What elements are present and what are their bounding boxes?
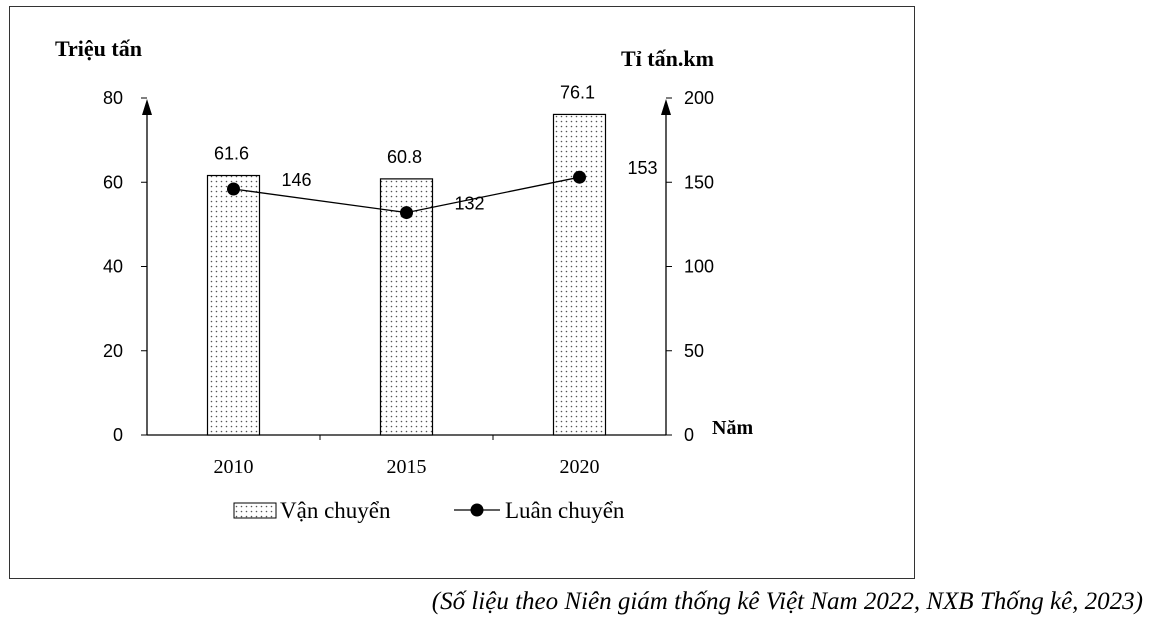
legend-line-label: Luân chuyển	[505, 498, 625, 523]
x-tick-label: 2010	[214, 456, 254, 478]
bar-value-label: 76.1	[560, 82, 595, 102]
x-axis-title: Năm	[712, 417, 753, 439]
left-tick-label: 60	[103, 172, 123, 192]
line-value-label: 146	[282, 170, 312, 190]
left-tick-label: 40	[103, 257, 123, 277]
left-tick-label: 80	[103, 88, 123, 108]
legend-bar-label: Vận chuyển	[280, 498, 391, 523]
line-point	[400, 206, 413, 220]
line-point	[573, 170, 586, 184]
right-tick-label: 100	[684, 257, 714, 277]
legend-line-marker	[470, 503, 484, 517]
bar	[552, 113, 607, 436]
bar	[379, 178, 434, 436]
bar-value-label: 60.8	[387, 147, 422, 167]
bar	[206, 174, 261, 436]
right-tick-label: 200	[684, 88, 714, 108]
right-tick-label: 50	[684, 341, 704, 361]
left-tick-label: 0	[113, 425, 123, 445]
left-tick-label: 20	[103, 341, 123, 361]
x-tick-label: 2015	[387, 456, 427, 478]
source-note: (Số liệu theo Niên giám thống kê Việt Na…	[431, 588, 1143, 615]
line-point	[227, 182, 240, 196]
left-axis-arrow	[142, 99, 152, 115]
right-tick-label: 0	[684, 425, 694, 445]
right-axis-arrow	[661, 99, 671, 115]
bar-value-label: 61.6	[214, 144, 249, 164]
right-axis-title: Tỉ tấn.km	[621, 46, 714, 71]
legend-bar-swatch	[233, 502, 277, 519]
left-axis-title: Triệu tấn	[55, 36, 142, 61]
line-value-label: 153	[628, 158, 658, 178]
x-tick-label: 2020	[560, 456, 600, 478]
line-value-label: 132	[455, 194, 485, 214]
chart-frame	[9, 6, 915, 579]
right-tick-label: 150	[684, 172, 714, 192]
